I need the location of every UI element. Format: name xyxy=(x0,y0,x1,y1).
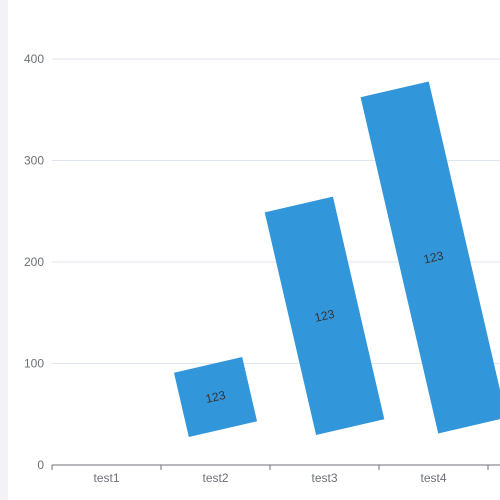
x-tick-label-test4: test4 xyxy=(420,471,446,485)
bar-test3 xyxy=(264,196,385,435)
bar-data-label-test2: 123 xyxy=(204,388,227,406)
x-tick-label-test3: test3 xyxy=(311,471,337,485)
y-tick-label-100: 100 xyxy=(24,357,44,371)
chart-card: 0 100 200 300 400 test1 test2 test3 test4 123 123 1… xyxy=(8,0,500,500)
y-tick-label-400: 400 xyxy=(24,52,44,66)
y-tick-label-300: 300 xyxy=(24,154,44,168)
bar-chart: 0 100 200 300 400 test1 test2 test3 test4 123 123 1… xyxy=(24,52,500,485)
x-tick-label-test2: test2 xyxy=(202,471,228,485)
y-tick-label-0: 0 xyxy=(37,458,44,472)
bar-group-test3: 123 xyxy=(264,196,385,435)
bar-group-test2: 123 xyxy=(173,356,258,438)
bar-group-test4: 123 xyxy=(360,81,500,434)
y-tick-label-200: 200 xyxy=(24,255,44,269)
bar-test2 xyxy=(173,356,258,438)
bar-data-label-test3: 123 xyxy=(313,307,336,325)
x-tick-label-test1: test1 xyxy=(93,471,119,485)
bar-data-label-test4: 123 xyxy=(422,248,445,266)
bar-test4 xyxy=(360,81,500,434)
